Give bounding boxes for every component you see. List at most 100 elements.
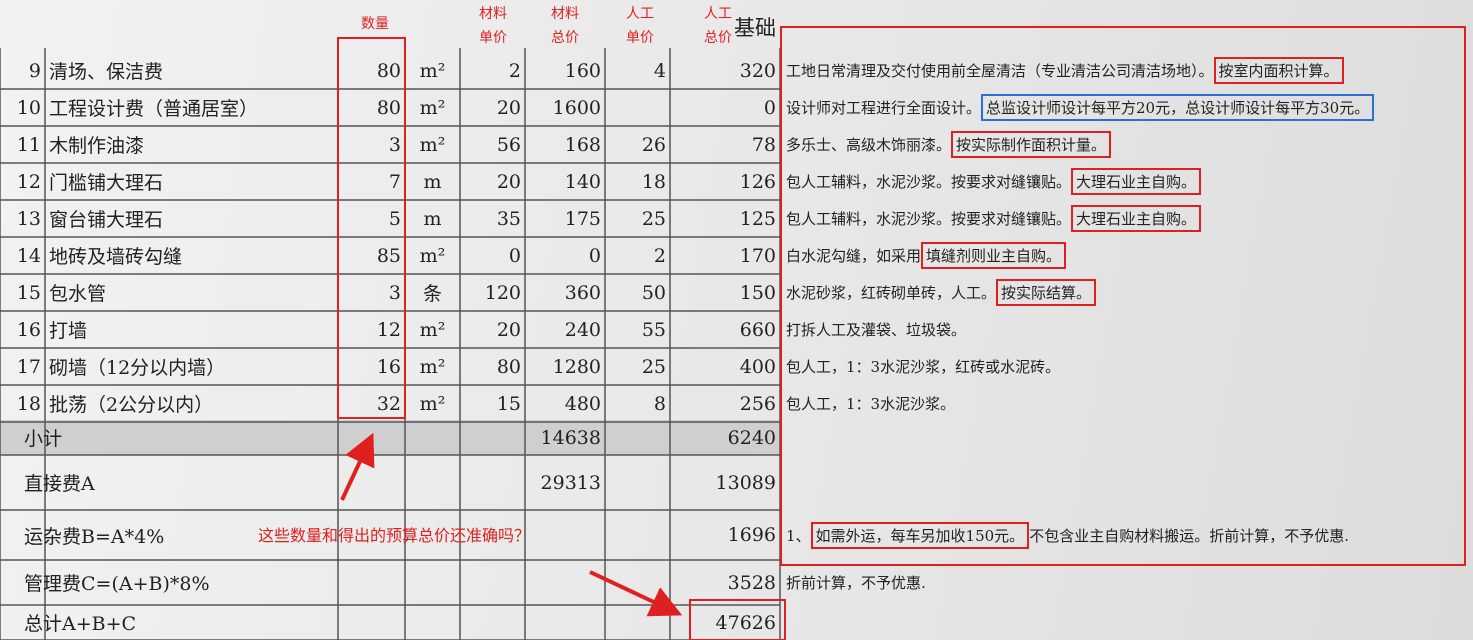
summary-label: 小计 xyxy=(24,428,63,450)
item-name: 批荡（2公分以内） xyxy=(49,394,214,416)
unit: m² xyxy=(419,96,446,119)
item-name: 门槛铺大理石 xyxy=(49,172,164,194)
quantity: 7 xyxy=(388,170,401,193)
note-text: 多乐士、高级木饰丽漆。 xyxy=(786,136,952,154)
material-total: 1280 xyxy=(552,355,601,378)
note: 打拆人工及灌袋、垃圾袋。 xyxy=(782,311,970,348)
labor-total: 13089 xyxy=(715,471,776,494)
labor-price: 25 xyxy=(641,355,666,378)
note-text: 水泥砂浆，红砖砌单砖，人工。 xyxy=(786,284,997,302)
labor-total: 660 xyxy=(739,318,776,341)
subtotal-shade xyxy=(0,420,780,455)
material-total: 240 xyxy=(564,318,601,341)
material-price: 120 xyxy=(484,281,521,304)
note-text: 包人工，1：3水泥沙浆，红砖或水泥砖。 xyxy=(786,358,1061,376)
row-number: 13 xyxy=(16,207,41,230)
note: 设计师对工程进行全面设计。 总监设计师设计每平方20元，总设计师设计每平方30元。 xyxy=(782,89,1378,126)
note-text: 1、 xyxy=(786,526,811,545)
unit: m² xyxy=(419,133,446,156)
quantity: 32 xyxy=(376,392,401,415)
labor-price: 50 xyxy=(641,281,666,304)
note: 多乐士、高级木饰丽漆。 按实际制作面积计量。 xyxy=(782,126,1115,163)
note-text: 折前计算，不予优惠. xyxy=(786,574,926,592)
material-total: 1600 xyxy=(552,96,601,119)
quantity: 16 xyxy=(376,355,401,378)
labor-total: 170 xyxy=(739,244,776,267)
highlight: 大理石业主自购。 xyxy=(1071,205,1202,232)
material-price: 0 xyxy=(508,244,521,267)
note-text: 不包含业主自购材料搬运。折前计算，不予优惠. xyxy=(1029,526,1349,545)
note: 包人工，1：3水泥沙浆，红砖或水泥砖。 xyxy=(782,348,1064,385)
labor-total: 47626 xyxy=(715,611,776,634)
note-text: 工地日常清理及交付使用前全屋清洁（专业清洁公司清洁场地）。 xyxy=(786,62,1214,80)
item-name: 木制作油漆 xyxy=(49,135,145,157)
quantity: 5 xyxy=(388,207,401,230)
material-total: 29313 xyxy=(540,471,601,494)
labor-price: 4 xyxy=(653,59,666,82)
material-total: 175 xyxy=(564,207,601,230)
row-number: 15 xyxy=(16,281,41,304)
header-annotation: 人工单价 xyxy=(626,6,654,46)
quantity: 12 xyxy=(376,318,401,341)
quantity: 80 xyxy=(376,59,401,82)
note: 1、 如需外运，每车另加收150元。 不包含业主自购材料搬运。折前计算，不予优惠. xyxy=(782,510,1353,560)
material-price: 2 xyxy=(508,59,521,82)
material-price: 20 xyxy=(496,170,521,193)
header-annotation: 材料总价 xyxy=(551,6,579,46)
unit: m xyxy=(423,207,442,230)
labor-total: 0 xyxy=(763,96,776,119)
labor-price: 25 xyxy=(641,207,666,230)
note-text: 设计师对工程进行全面设计。 xyxy=(786,99,982,117)
labor-total: 6240 xyxy=(727,426,776,449)
unit: 条 xyxy=(422,283,442,305)
row-number: 11 xyxy=(16,133,41,156)
row-number: 12 xyxy=(16,170,41,193)
note: 包人工，1：3水泥沙浆。 xyxy=(782,385,959,422)
item-name: 地砖及墙砖勾缝 xyxy=(49,246,183,268)
material-price: 80 xyxy=(496,355,521,378)
highlight: 大理石业主自购。 xyxy=(1071,168,1202,195)
material-total: 360 xyxy=(564,281,601,304)
highlight: 按实际制作面积计量。 xyxy=(951,131,1112,158)
highlight: 按室内面积计算。 xyxy=(1213,57,1344,84)
labor-total: 3528 xyxy=(727,571,776,594)
row-number: 9 xyxy=(28,59,41,82)
item-name: 砌墙（12分以内墙） xyxy=(49,357,226,379)
summary-label: 运杂费B=A*4% xyxy=(24,525,165,548)
highlight: 如需外运，每车另加收150元。 xyxy=(810,521,1030,549)
material-total: 0 xyxy=(588,244,601,267)
note: 白水泥勾缝，如采用 填缝剂则业主自购。 xyxy=(782,237,1070,274)
quantity: 80 xyxy=(376,96,401,119)
quantity: 3 xyxy=(388,281,401,304)
item-name: 清场、保洁费 xyxy=(49,61,164,83)
material-price: 56 xyxy=(496,133,521,156)
item-name: 工程设计费（普通居室） xyxy=(49,98,259,120)
row-number: 17 xyxy=(16,355,41,378)
labor-total: 1696 xyxy=(727,524,776,546)
material-total: 140 xyxy=(564,170,601,193)
header-annotation: 人工总价 xyxy=(704,6,732,46)
material-price: 20 xyxy=(496,96,521,119)
quantity: 3 xyxy=(388,133,401,156)
highlight: 按实际结算。 xyxy=(996,279,1097,306)
quantity-annotation: 数量 xyxy=(361,16,389,32)
unit: m² xyxy=(419,59,446,82)
labor-price: 55 xyxy=(641,318,666,341)
labor-total: 150 xyxy=(739,281,776,304)
unit: m xyxy=(423,170,442,193)
unit: m² xyxy=(419,392,446,415)
summary-label: 总计A+B+C xyxy=(24,613,137,635)
material-price: 20 xyxy=(496,318,521,341)
note: 包人工辅料，水泥沙浆。按要求对缝镶贴。 大理石业主自购。 xyxy=(782,200,1205,237)
note: 折前计算，不予优惠. xyxy=(782,560,930,605)
note: 水泥砂浆，红砖砌单砖，人工。 按实际结算。 xyxy=(782,274,1100,311)
note-text: 包人工，1：3水泥沙浆。 xyxy=(786,395,956,413)
labor-total: 125 xyxy=(739,207,776,230)
material-total: 14638 xyxy=(540,426,601,449)
unit: m² xyxy=(419,244,446,267)
unit: m² xyxy=(419,318,446,341)
row-number: 16 xyxy=(16,318,41,341)
item-name: 打墙 xyxy=(49,320,88,342)
labor-total: 78 xyxy=(751,133,776,156)
